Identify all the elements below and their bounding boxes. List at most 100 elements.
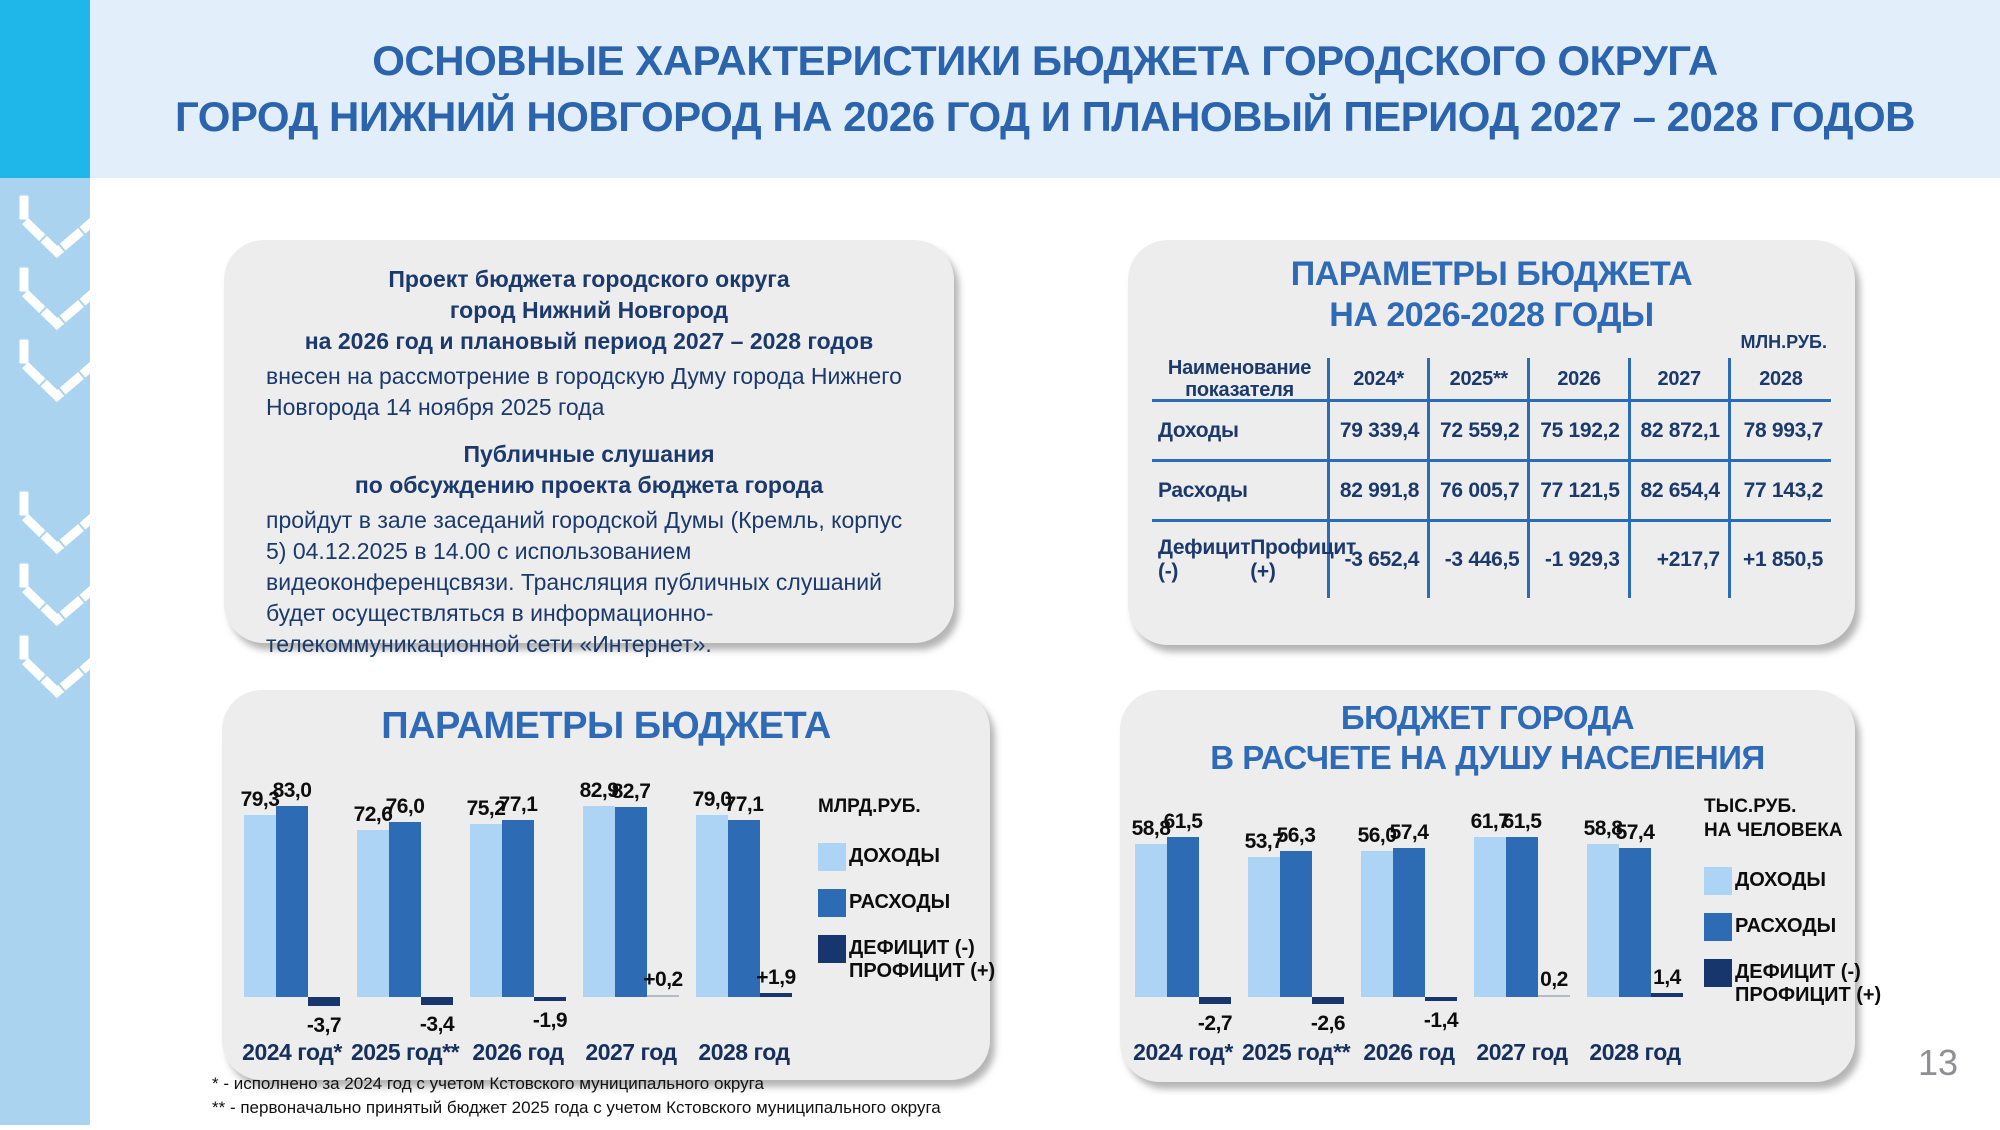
table-header-cell: 2028: [1730, 358, 1831, 402]
deficit-bar: [1538, 995, 1570, 997]
bar-value-label: 79,3: [240, 787, 280, 811]
table-header-cell: 2027: [1630, 358, 1731, 402]
deficit-bar: [534, 997, 566, 1002]
footnotes: * - исполнено за 2024 год с учетом Кстов…: [212, 1072, 941, 1120]
info-card: Проект бюджета городского округа город Н…: [224, 240, 954, 657]
table-header-cell: 2024*: [1330, 358, 1431, 402]
table-value-cell: 82 654,4: [1630, 462, 1731, 522]
table-value-cell: 75 192,2: [1530, 402, 1631, 462]
info-bold-line: город Нижний Новгород: [449, 297, 729, 323]
chart-title: БЮДЖЕТ ГОРОДА В РАСЧЕТЕ НА ДУШУ НАСЕЛЕНИЯ: [1120, 698, 1855, 778]
category-label: 2027 год: [1476, 1039, 1568, 1065]
table-value-cell: +217,7: [1631, 522, 1731, 598]
expense-swatch: [1704, 913, 1732, 941]
table-card-title-line2: НА 2026-2028 ГОДЫ: [1329, 296, 1654, 334]
deficit-swatch: [1704, 959, 1732, 987]
table-unit-label: МЛН.РУБ.: [1740, 332, 1827, 352]
deficit-bar: [647, 995, 679, 997]
chart-title: ПАРАМЕТРЫ БЮДЖЕТА: [222, 706, 990, 747]
income-bar: [357, 830, 389, 997]
table-row-label: Доходы: [1152, 402, 1330, 462]
table-value-cell: +1 850,5: [1743, 548, 1823, 571]
table-card-title: ПАРАМЕТРЫ БЮДЖЕТА НА 2026-2028 ГОДЫ: [1128, 254, 1855, 336]
legend-item: РАСХОДЫ: [1704, 913, 1881, 941]
table-row-label: Расходы: [1152, 462, 1330, 522]
expense-bar: [1619, 847, 1651, 997]
legend-unit-line: МЛРД.РУБ.: [818, 796, 921, 817]
bar-value-label: 57,4: [1389, 820, 1429, 844]
header-band: ОСНОВНЫЕ ХАРАКТЕРИСТИКИ БЮДЖЕТА ГОРОДСКО…: [0, 0, 2000, 178]
deficit-bar: [1651, 993, 1683, 997]
bar-value-label: +0,2: [643, 968, 683, 991]
legend-label: ДОХОДЫ: [1735, 869, 1826, 891]
legend-item: ДОХОДЫ: [1704, 867, 1881, 895]
bar-value-label: -1,9: [532, 1009, 568, 1033]
footnote-2: ** - первоначально принятый бюджет 2025 …: [212, 1098, 941, 1117]
expense-swatch: [818, 889, 846, 917]
legend-unit-line: ТЫС.РУБ.: [1704, 796, 1797, 817]
footnote-1: * - исполнено за 2024 год с учетом Кстов…: [212, 1074, 764, 1093]
legend-label: ДЕФИЦИТ (-) ПРОФИЦИТ (+): [849, 937, 996, 982]
page-title-line2: ГОРОД НИЖНИЙ НОВГОРОД НА 2026 ГОД И ПЛАН…: [174, 93, 1916, 140]
table-card-title-line1: ПАРАМЕТРЫ БЮДЖЕТА: [1290, 255, 1693, 293]
income-bar: [1587, 844, 1619, 997]
expense-bar: [728, 819, 760, 997]
bar-value-label: 76,0: [385, 795, 425, 819]
legend-item: ДЕФИЦИТ (-) ПРОФИЦИТ (+): [818, 935, 996, 983]
legend-unit-line: НА ЧЕЛОВЕКА: [1704, 820, 1843, 841]
category-label: 2028 год: [1589, 1039, 1681, 1065]
category-label: 2024 год*: [242, 1039, 342, 1065]
table-value-cell: -3 652,4: [1330, 522, 1431, 598]
bar-value-label: -2,6: [1310, 1011, 1346, 1035]
expense-bar: [276, 806, 308, 997]
info-text: пройдут в зале заседаний городской Думы …: [266, 507, 903, 657]
income-bar: [1135, 844, 1167, 997]
deficit-bar: [760, 992, 792, 997]
table-value-cell: 76 005,7: [1430, 462, 1531, 522]
bar-value-label: 1,4: [1653, 966, 1681, 990]
legend-label: РАСХОДЫ: [1735, 915, 1837, 937]
budget-params-plot: 79,3 83,0 -3,7 2024 год* 72,6 76,0 -3,4 2025 го…: [241, 760, 804, 1070]
table-value-cell: 77 121,5: [1530, 462, 1631, 522]
table-value-cell: -3 446,5: [1430, 522, 1531, 598]
budget-table-card: ПАРАМЕТРЫ БЮДЖЕТА НА 2026-2028 ГОДЫ МЛН.…: [1128, 240, 1855, 645]
legend-item: ДЕФИЦИТ (-) ПРОФИЦИТ (+): [1704, 959, 1882, 1007]
bar-value-label: +1,9: [756, 965, 796, 989]
deficit-swatch: [818, 935, 846, 963]
bar-value-label: -3,4: [419, 1012, 455, 1036]
bar-value-label: 75,2: [466, 797, 506, 821]
table-row-label: Дефицит (-) Профицит (+): [1152, 522, 1356, 598]
income-bar: [1248, 857, 1280, 997]
income-bar: [470, 824, 502, 997]
category-label: 2025 год**: [350, 1039, 460, 1065]
deficit-bar: [1425, 997, 1457, 1001]
expense-bar: [615, 806, 647, 997]
table-value-cell: 79 339,4: [1330, 402, 1431, 462]
table-header-cell: 2026: [1530, 358, 1631, 402]
expense-bar: [1167, 837, 1199, 997]
category-label: 2028 год: [698, 1039, 790, 1065]
income-bar: [244, 814, 276, 997]
legend-item: РАСХОДЫ: [818, 889, 995, 917]
table-value-cell: 82 872,1: [1630, 402, 1731, 462]
bar-value-label: 83,0: [272, 779, 312, 803]
deficit-bar: [1199, 997, 1231, 1005]
per-capita-plot: 58,8 61,5 -2,7 2024 год* 53,7 56,3 -2,6 2025 го…: [1132, 760, 1687, 1070]
bar-value-label: 61,7: [1470, 809, 1510, 833]
table-value-cell: 82 991,8: [1330, 462, 1431, 522]
expense-bar: [1506, 837, 1538, 997]
income-swatch: [1704, 867, 1732, 895]
bar-value-label: 79,0: [692, 788, 732, 812]
expense-bar: [1393, 847, 1425, 997]
page-title-line1: ОСНОВНЫЕ ХАРАКТЕРИСТИКИ БЮДЖЕТА ГОРОДСКО…: [372, 37, 1718, 84]
info-bold-line: Публичные слушания: [463, 441, 715, 467]
sidebar: [0, 178, 99, 1125]
bar-value-label: 77,1: [724, 792, 764, 816]
chart-title-line: БЮДЖЕТ ГОРОДА: [1340, 699, 1635, 736]
table-header-cell: Наименование показателя: [1152, 357, 1330, 402]
deficit-bar: [421, 997, 453, 1005]
bar-value-label: 56,0: [1357, 824, 1397, 848]
legend-label: ДЕФИЦИТ (-) ПРОФИЦИТ (+): [1735, 961, 1882, 1006]
table-value-cell: 77 143,2: [1730, 462, 1831, 522]
income-bar: [1361, 851, 1393, 997]
